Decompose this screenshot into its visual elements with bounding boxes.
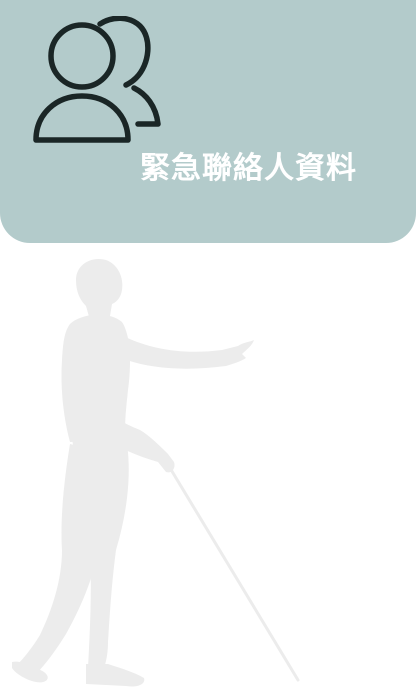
contacts-icon bbox=[33, 16, 161, 143]
person-with-cane-illustration bbox=[12, 258, 300, 687]
emergency-contacts-card[interactable]: 緊急聯絡人資料 bbox=[0, 0, 416, 243]
page-title: 緊急聯絡人資料 bbox=[140, 151, 357, 186]
